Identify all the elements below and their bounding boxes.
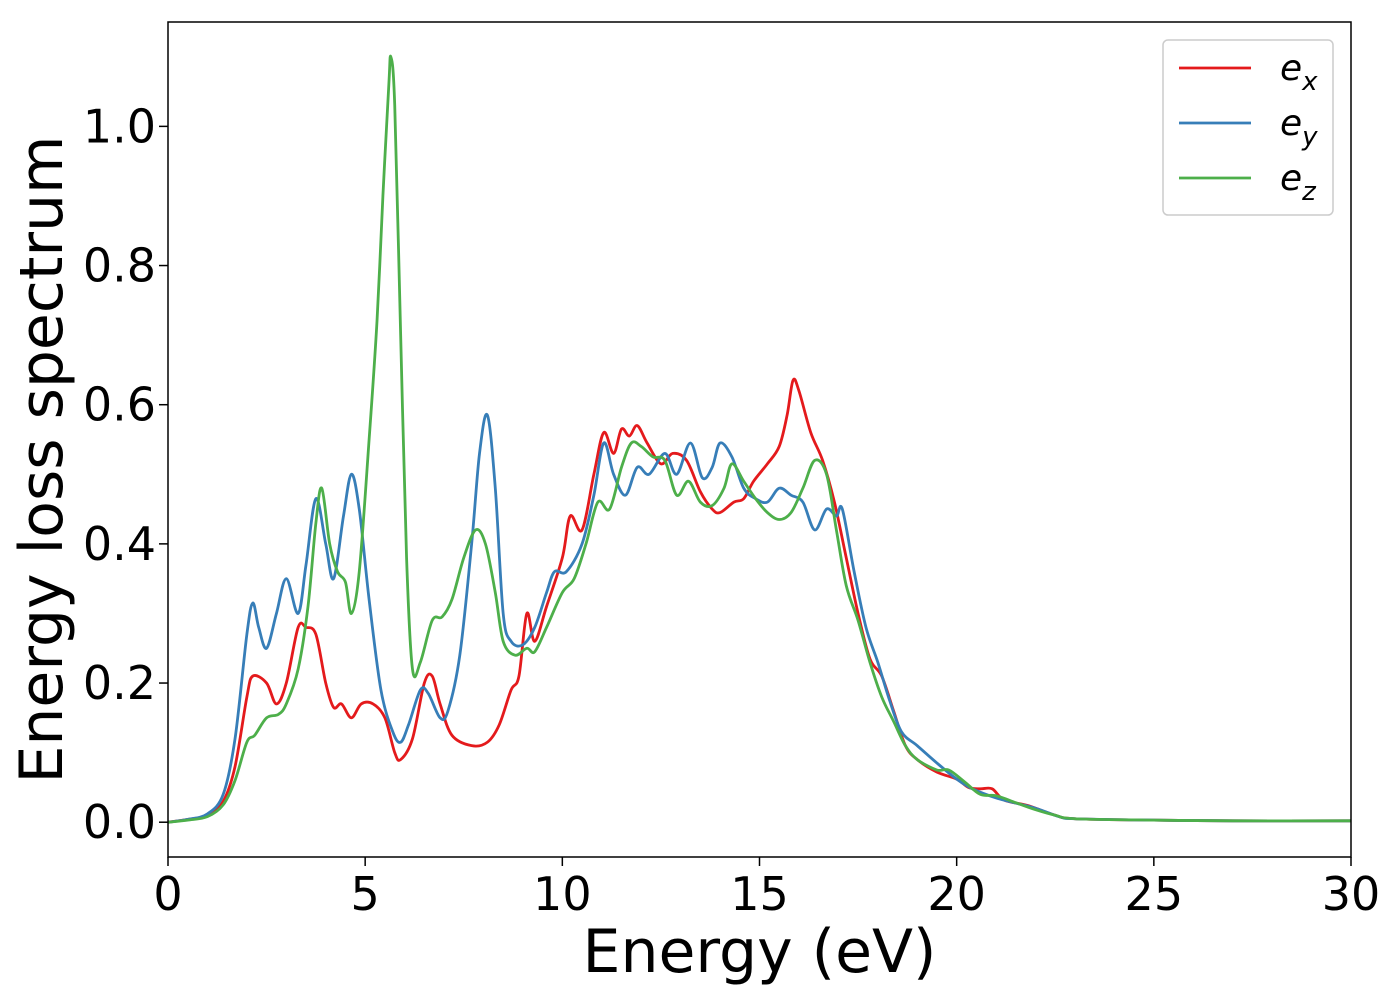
series-line-ex [168, 377, 1351, 824]
x-tick-label: 0 [153, 867, 182, 921]
x-tick-label: 30 [1322, 867, 1381, 921]
legend: ex ey ez [1162, 39, 1334, 216]
series-line-ey [168, 412, 1351, 824]
x-tick-label: 20 [927, 867, 986, 921]
x-axis-label: Energy (eV) [583, 917, 937, 987]
series-line-ez [168, 54, 1351, 824]
y-tick-label: 0.8 [83, 239, 156, 293]
y-tick-label: 0.4 [83, 517, 156, 571]
legend-label-ex: ex [1280, 48, 1318, 97]
x-tick-label: 15 [730, 867, 789, 921]
legend-label-ez: ez [1280, 158, 1317, 207]
series-layer [168, 54, 1351, 824]
legend-label-ey: ey [1280, 103, 1318, 152]
legend-box [1162, 39, 1334, 216]
x-tick-label: 10 [533, 867, 592, 921]
x-tick-label: 5 [351, 867, 380, 921]
y-axis-label: Energy loss spectrum [7, 135, 77, 783]
y-tick-label: 1.0 [83, 99, 156, 153]
x-tick-label: 25 [1125, 867, 1184, 921]
ticks-layer: 0 5 10 15 20 25 30 0.0 0.2 0.4 0.6 0.8 1.0 [83, 99, 1380, 921]
y-tick-label: 0.0 [83, 795, 156, 849]
y-tick-label: 0.2 [83, 656, 156, 710]
y-tick-label: 0.6 [83, 378, 156, 432]
